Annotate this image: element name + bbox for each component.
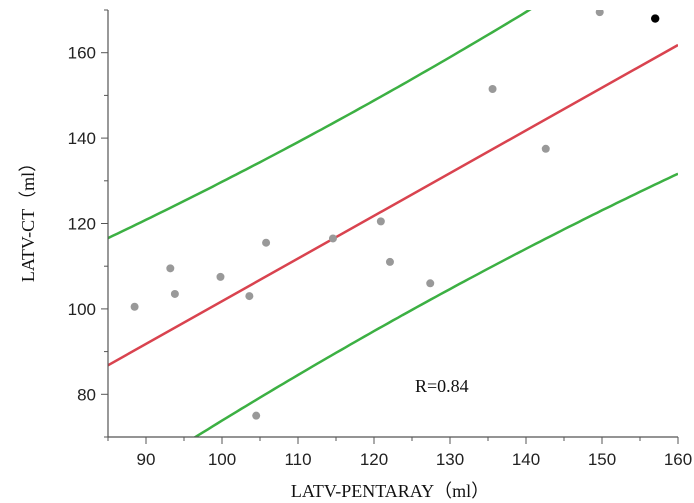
fit-line — [108, 43, 678, 367]
x-tick-label: 160 — [664, 450, 692, 469]
y-axis-title: LATV-CT（ml） — [18, 154, 38, 282]
plot-area — [108, 10, 678, 437]
data-point — [328, 234, 337, 243]
annotation-r: R=0.84 — [415, 376, 469, 396]
x-tick-label: 130 — [436, 450, 464, 469]
data-point — [166, 264, 175, 273]
data-point — [170, 289, 179, 298]
x-tick-label: 110 — [284, 450, 311, 469]
data-point — [252, 411, 261, 420]
y-tick-label: 140 — [68, 129, 96, 148]
data-point — [595, 10, 604, 17]
data-point — [376, 217, 385, 226]
data-point — [488, 84, 497, 93]
data-point-highlight — [651, 14, 660, 23]
y-tick-label: 120 — [68, 215, 96, 234]
data-point — [385, 257, 394, 266]
upper-prediction-band — [108, 10, 532, 240]
data-point — [541, 144, 550, 153]
x-tick-label: 120 — [360, 450, 388, 469]
x-tick-label: 100 — [208, 450, 236, 469]
x-tick-label: 150 — [588, 450, 616, 469]
x-tick-label: 90 — [137, 450, 156, 469]
axes: 90 100 110 120 130 140 150 160 80 100 120 140 160 — [68, 9, 692, 469]
data-point — [262, 238, 271, 247]
y-tick-label: 160 — [68, 44, 96, 63]
data-point — [426, 279, 435, 288]
x-tick-label: 140 — [512, 450, 540, 469]
lower-prediction-band — [193, 172, 678, 437]
data-point — [130, 302, 139, 311]
data-point — [216, 272, 225, 281]
y-tick-label: 80 — [77, 385, 96, 404]
x-axis-title: LATV-PENTARAY（ml） — [291, 481, 489, 501]
y-tick-label: 100 — [68, 300, 96, 319]
data-point — [245, 292, 254, 301]
